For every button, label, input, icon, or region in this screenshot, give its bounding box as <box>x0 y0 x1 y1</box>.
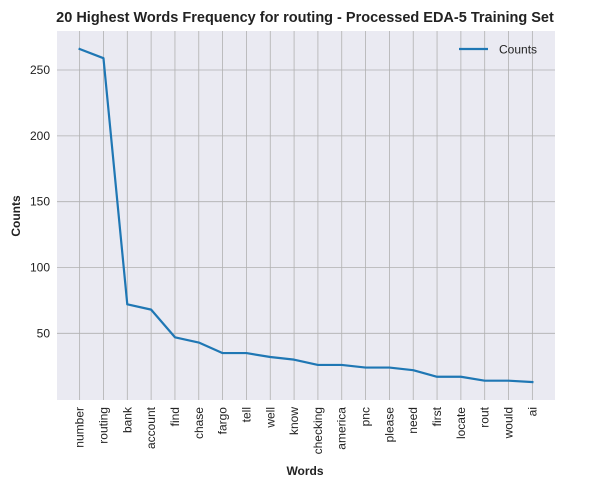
x-tick-label: account <box>144 406 158 449</box>
x-tick-label: pnc <box>359 407 373 426</box>
x-tick-label: know <box>287 407 301 435</box>
grid <box>57 31 555 400</box>
x-tick-label: routing <box>96 407 110 444</box>
x-tick-label: bank <box>120 406 134 433</box>
x-tick-label: find <box>168 407 182 426</box>
x-tick-label: would <box>502 407 516 439</box>
series <box>78 47 534 384</box>
x-tick-label: rout <box>478 406 492 427</box>
y-tick-label: 250 <box>30 63 50 77</box>
x-tick-label: locate <box>454 407 468 439</box>
legend: Counts <box>459 43 537 57</box>
x-tick-label: please <box>382 407 396 443</box>
legend-label: Counts <box>499 43 537 57</box>
x-axis-ticks: number routing bank account find chase fargo te… <box>73 406 540 454</box>
x-tick-label: number <box>73 407 87 448</box>
plot-area <box>57 31 555 400</box>
x-tick-label: need <box>406 407 420 434</box>
y-tick-label: 50 <box>37 326 51 340</box>
series-line <box>78 47 534 384</box>
x-tick-label: chase <box>192 407 206 439</box>
x-tick-label: america <box>335 407 349 450</box>
y-axis-ticks: 50 100 150 200 250 <box>30 63 50 340</box>
x-tick-label: fargo <box>216 407 230 435</box>
x-tick-label: ai <box>525 407 539 416</box>
x-tick-label: first <box>430 406 444 426</box>
x-tick-label: well <box>263 407 277 429</box>
y-axis-label: Counts <box>9 195 23 237</box>
y-tick-label: 200 <box>30 129 50 143</box>
x-tick-label: checking <box>311 407 325 454</box>
y-tick-label: 150 <box>30 195 50 209</box>
x-tick-label: tell <box>239 407 253 422</box>
x-axis-label: Words <box>286 464 323 478</box>
chart-title: 20 Highest Words Frequency for routing -… <box>56 10 554 26</box>
y-tick-label: 100 <box>30 260 50 274</box>
